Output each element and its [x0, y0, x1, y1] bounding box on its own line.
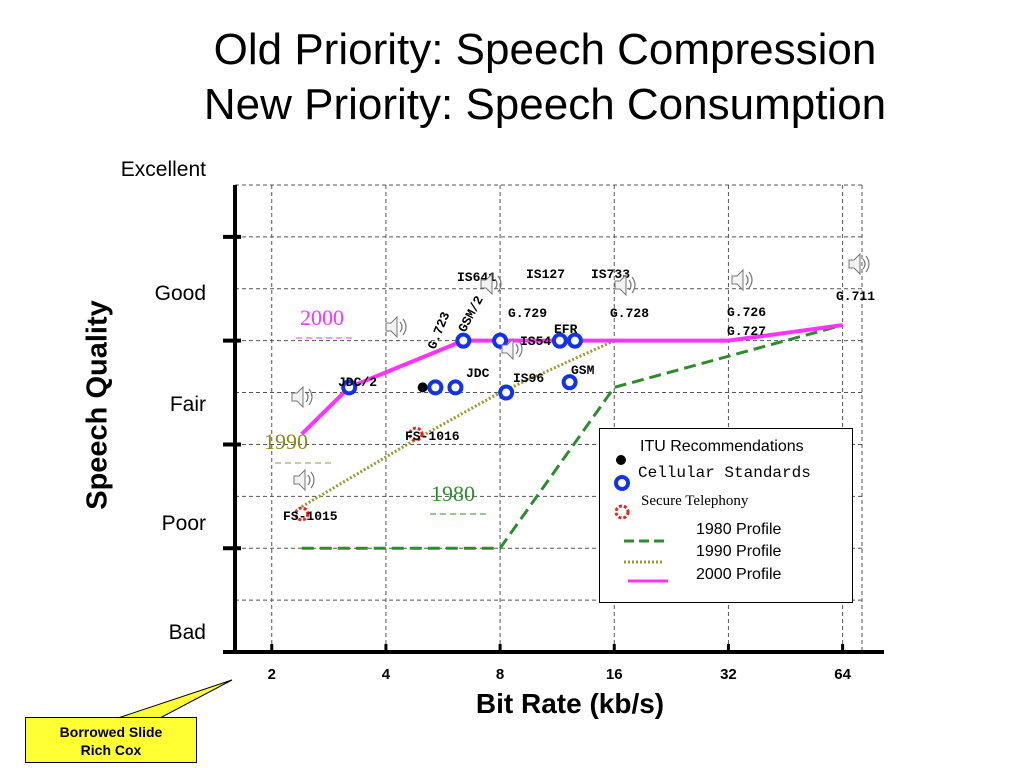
legend-cellular-marker	[614, 475, 630, 491]
x-tick-label: 16	[606, 666, 623, 683]
borrowed-slide-callout: Borrowed Slide Rich Cox	[25, 717, 197, 763]
annotation-efr: EFR	[554, 322, 578, 337]
annotation-is54: IS54	[520, 334, 551, 349]
y-tick-label-excellent: Excellent	[120, 158, 206, 181]
y-tick-label-fair: Fair	[169, 393, 206, 416]
annotation-g728: G.728	[610, 306, 649, 321]
annotation-g711: G.711	[836, 289, 875, 304]
speaker-icon	[385, 315, 407, 339]
title-line-1: Old Priority: Speech Compression	[213, 25, 877, 74]
legend-itu-marker	[616, 455, 626, 465]
speaker-icon	[848, 252, 870, 276]
data-point-cellular	[447, 379, 464, 396]
legend-label-cellular: Cellular Standards	[638, 464, 811, 482]
callout-line-1: Borrowed Slide	[59, 724, 163, 740]
point-label-gsm: GSM	[571, 363, 595, 378]
annotation-g726: G.726	[727, 305, 766, 320]
series-line-2000-profile	[300, 323, 843, 436]
point-label-gsm2: GSM/2	[455, 293, 487, 335]
speaker-icon	[480, 272, 502, 296]
y-tick-label-good: Good	[154, 282, 206, 305]
data-point-secure	[294, 506, 310, 522]
chart-legend: ITU Recommendations Cellular Standards S…	[599, 428, 853, 603]
legend-label-2000: 2000 Profile	[696, 566, 782, 583]
x-tick-label: 8	[496, 666, 504, 683]
title-line-2: New Priority: Speech Consumption	[203, 80, 887, 129]
data-point-cellular	[455, 332, 472, 349]
point-label-jdc2: JDC/2	[338, 375, 377, 390]
point-label-is96: IS96	[513, 371, 544, 386]
point-label-fs1016: FS-1016	[405, 429, 460, 444]
point-label-fs1015: FS-1015	[283, 509, 338, 524]
annotation-g727: G.727	[727, 324, 766, 339]
data-point-cellular	[492, 332, 509, 349]
data-point-secure	[408, 426, 424, 442]
data-point-cellular	[498, 384, 515, 401]
data-point-cellular	[341, 379, 358, 396]
data-point-cellular	[561, 374, 578, 391]
point-label-jdc: JDC	[466, 366, 490, 381]
legend-label-itu: ITU Recommendations	[640, 438, 804, 455]
point-label-is733: IS733	[591, 267, 630, 282]
slide-title: Old Priority: Speech Compression New Pri…	[0, 22, 1024, 132]
data-point-cellular	[566, 332, 583, 349]
point-label-g729: G.729	[508, 306, 547, 321]
series-line-1980-profile	[301, 323, 843, 550]
x-tick-label: 64	[834, 666, 851, 683]
x-tick-label: 2	[268, 666, 276, 683]
y-axis-title: Speech Quality	[81, 300, 114, 510]
x-tick-label: 32	[720, 666, 737, 683]
y-tick-label-poor: Poor	[161, 512, 206, 535]
profile-tag-1990: 1990	[264, 429, 308, 454]
legend-label-1990: 1990 Profile	[696, 543, 782, 560]
legend-label-1980: 1980 Profile	[696, 521, 782, 538]
speaker-icon	[291, 385, 313, 409]
profile-tag-1980: 1980	[431, 481, 475, 506]
legend-markers	[614, 455, 668, 583]
x-axis-title: Bit Rate (kb/s)	[475, 688, 665, 719]
legend-secure-marker	[614, 504, 630, 520]
data-point-cellular	[427, 379, 444, 396]
speaker-icon	[731, 268, 753, 292]
y-tick-label-bad: Bad	[168, 621, 206, 644]
data-point-cellular	[551, 332, 568, 349]
speaker-icon	[501, 337, 523, 361]
speaker-icon	[614, 273, 636, 297]
callout-line-2: Rich Cox	[80, 742, 142, 758]
point-label-is127: IS127	[526, 267, 565, 282]
x-tick-label: 4	[382, 666, 391, 683]
legend-label-secure: Secure Telephony	[641, 493, 749, 509]
data-point-itu	[417, 382, 428, 393]
speaker-icon	[293, 468, 315, 492]
profile-tag-2000: 2000	[300, 305, 344, 330]
